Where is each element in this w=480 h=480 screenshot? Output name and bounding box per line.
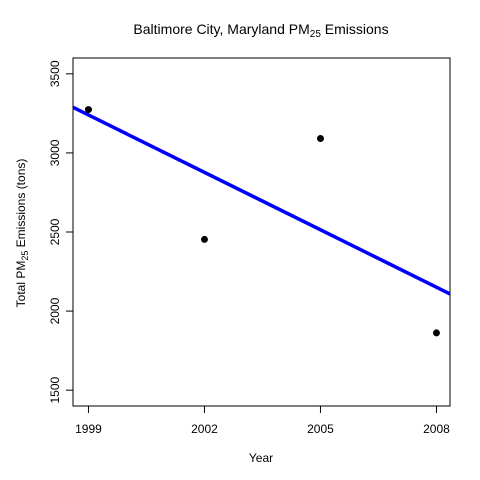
y-axis-label: Total PM25 Emissions (tons) bbox=[14, 159, 30, 308]
x-axis-label: Year bbox=[249, 451, 273, 465]
x-tick-label: 2005 bbox=[307, 422, 334, 436]
y-tick-label: 1500 bbox=[48, 377, 62, 404]
plot-area: 1999 2002 2005 2008 1500 2000 2500 3000 3500 bbox=[48, 57, 451, 436]
x-tick-label: 1999 bbox=[75, 422, 102, 436]
trend-line bbox=[73, 105, 450, 296]
data-point bbox=[200, 235, 208, 243]
data-point bbox=[316, 135, 324, 143]
y-axis-label-suffix: Emissions (tons) bbox=[14, 159, 28, 251]
y-tick-label: 2000 bbox=[48, 297, 62, 324]
y-axis-label-subscript: 25 bbox=[20, 251, 30, 261]
y-tick-label: 3500 bbox=[48, 60, 62, 87]
chart-title-suffix: Emissions bbox=[321, 21, 389, 37]
x-tick-label: 2008 bbox=[423, 422, 450, 436]
x-tick-label: 2002 bbox=[191, 422, 218, 436]
plot-frame bbox=[72, 57, 451, 407]
chart-title: Baltimore City, Maryland PM25 Emissions bbox=[133, 21, 388, 40]
y-tick-label: 3000 bbox=[48, 139, 62, 166]
y-axis-label-prefix: Total PM bbox=[14, 261, 28, 308]
data-point bbox=[432, 329, 440, 337]
y-tick-label: 2500 bbox=[48, 218, 62, 245]
chart-title-subscript: 25 bbox=[310, 29, 322, 40]
chart-title-prefix: Baltimore City, Maryland PM bbox=[133, 21, 309, 37]
data-point bbox=[84, 106, 92, 114]
